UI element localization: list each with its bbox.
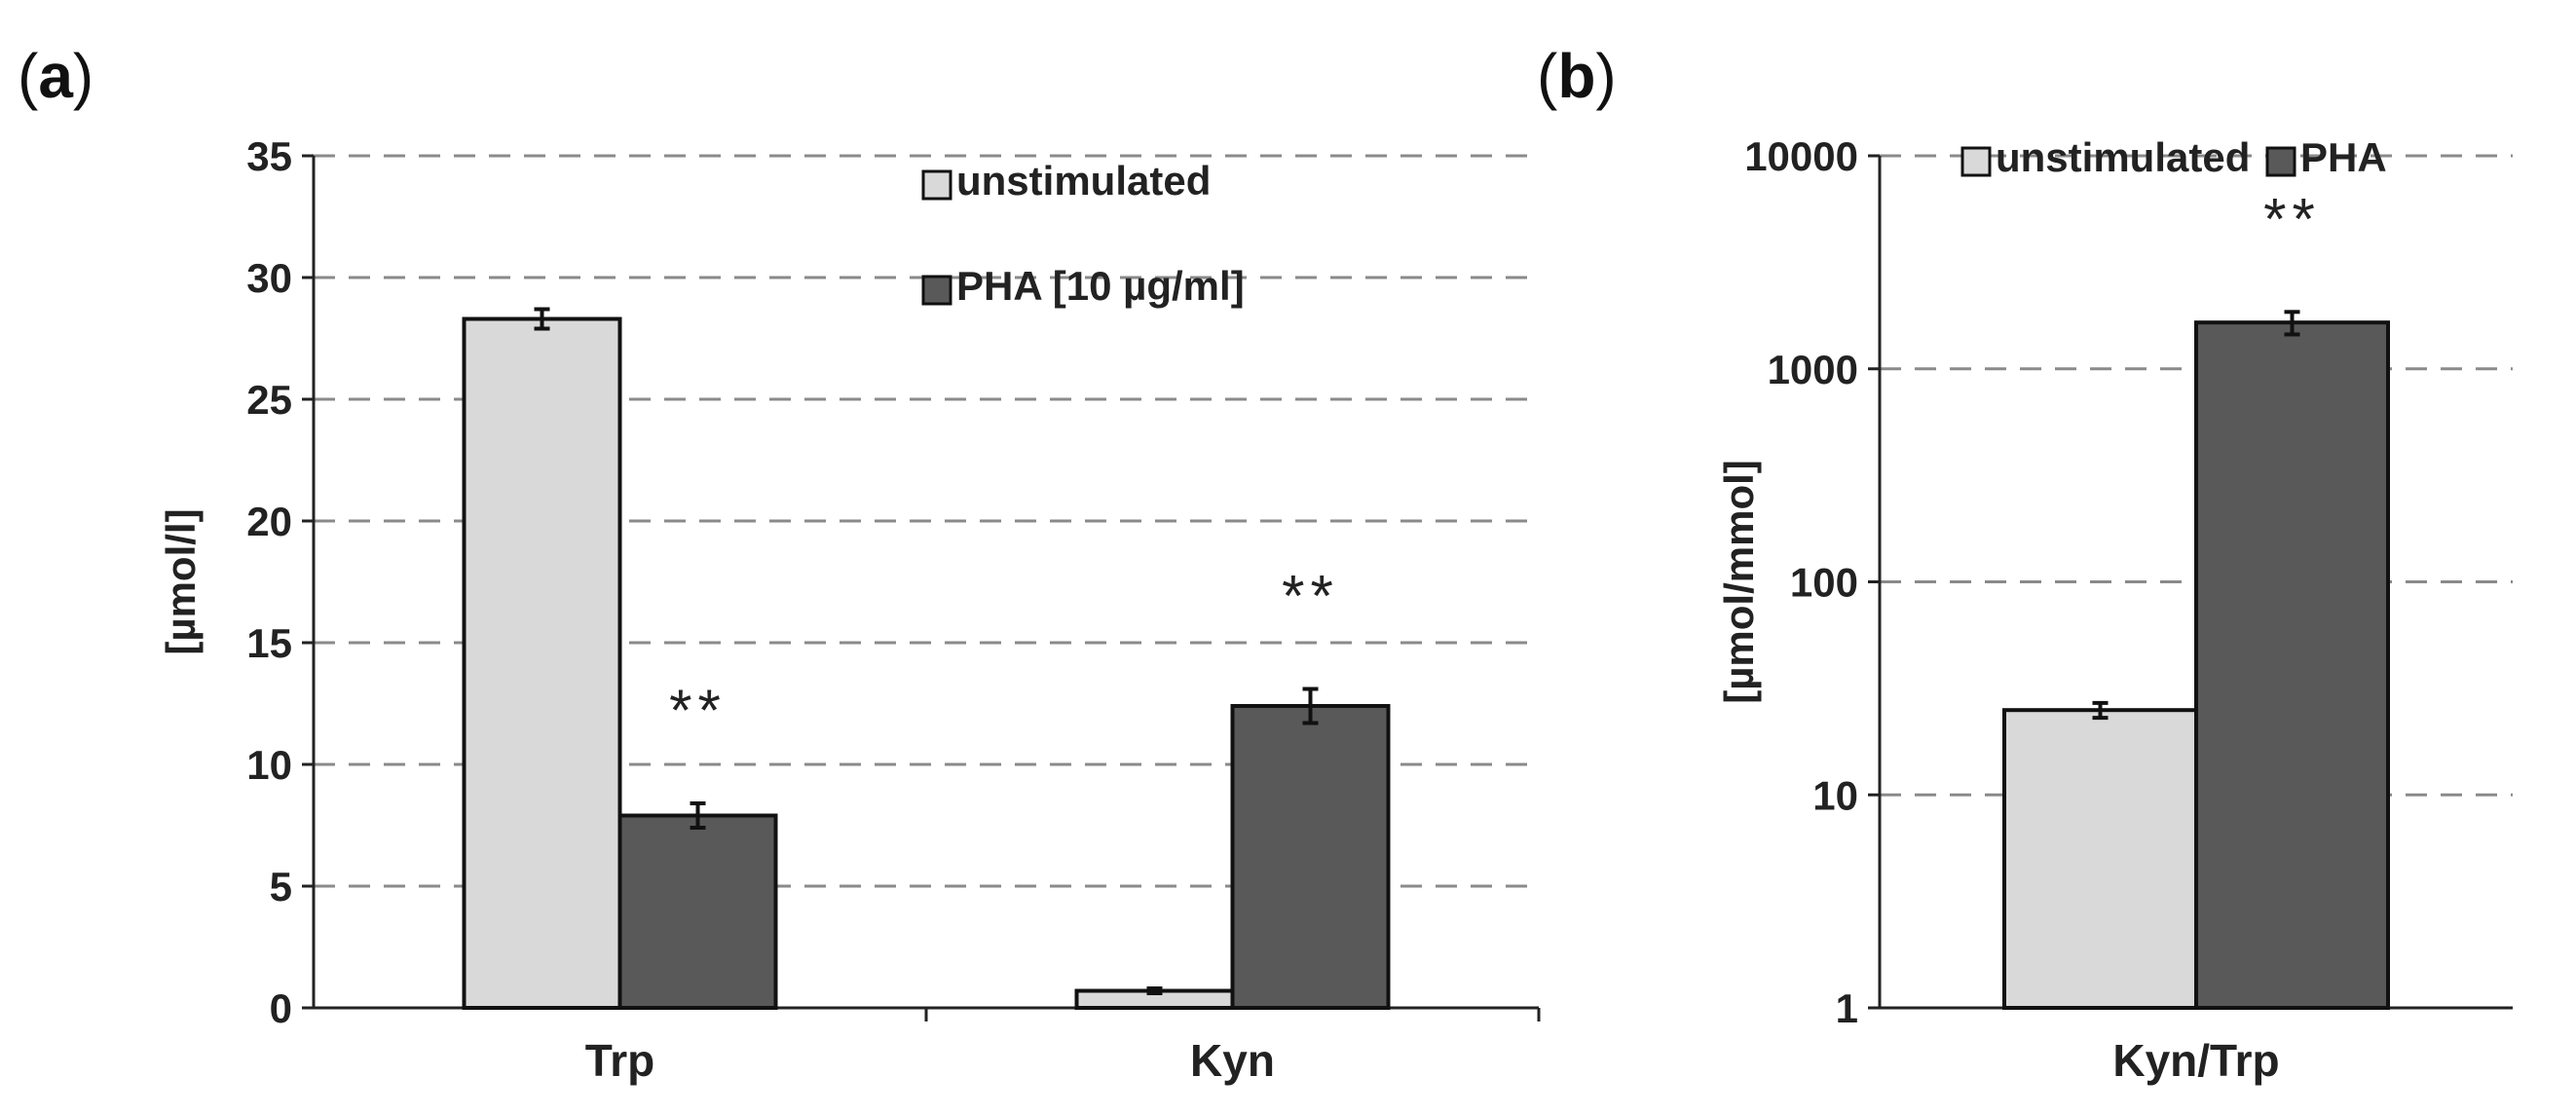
- y-tick-label: 0: [270, 985, 292, 1031]
- category-label: Kyn: [1190, 1035, 1275, 1086]
- bar: [2002, 708, 2198, 1010]
- y-tick-label: 15: [246, 620, 292, 666]
- chart-panel-b: (b) 1 10 100 1000 10000 [µmol/mmol] Kyn/Trp ** un…: [1537, 41, 2513, 1086]
- bar: [617, 813, 778, 1010]
- legend-label: unstimulated: [1996, 134, 2250, 180]
- legend-swatch: [1960, 146, 1992, 177]
- y-tick-label: 25: [246, 377, 292, 423]
- chart-panel-a: (a) 0 5 10 15 20 25 30 35 [µmol/l] Trp ** Kyn ** unsti…: [18, 41, 1541, 1086]
- bar: [1230, 704, 1391, 1010]
- y-tick-label: 10000: [1744, 133, 1858, 179]
- significance-marker: **: [2263, 186, 2321, 251]
- y-tick-label: 1000: [1768, 347, 1858, 392]
- y-tick-label: 100: [1790, 560, 1858, 606]
- y-axis-label: [µmol/mmol]: [1716, 460, 1762, 704]
- y-tick-label: 10: [1812, 772, 1858, 818]
- legend-swatch: [921, 169, 952, 201]
- legend-swatch: [921, 275, 952, 306]
- legend-label: unstimulated: [956, 158, 1211, 204]
- y-tick-label: 1: [1836, 985, 1858, 1031]
- y-tick-label: 10: [246, 742, 292, 788]
- panel-label: (b): [1537, 41, 1617, 111]
- significance-marker: **: [1282, 564, 1339, 629]
- category-label: Trp: [585, 1035, 655, 1086]
- panel-label: (a): [18, 41, 93, 111]
- legend-label: PHA: [2300, 134, 2387, 180]
- category-label: Kyn/Trp: [2112, 1035, 2279, 1086]
- y-tick-label: 30: [246, 255, 292, 301]
- y-tick-label: 35: [246, 133, 292, 179]
- bar: [2194, 320, 2390, 1010]
- legend-label: PHA [10 µg/ml]: [956, 263, 1245, 309]
- legend-swatch: [2265, 146, 2296, 177]
- y-tick-label: 20: [246, 499, 292, 544]
- y-tick-label: 5: [270, 864, 292, 910]
- significance-marker: **: [669, 678, 727, 743]
- bar: [462, 316, 622, 1010]
- y-axis-label: [µmol/l]: [158, 508, 204, 654]
